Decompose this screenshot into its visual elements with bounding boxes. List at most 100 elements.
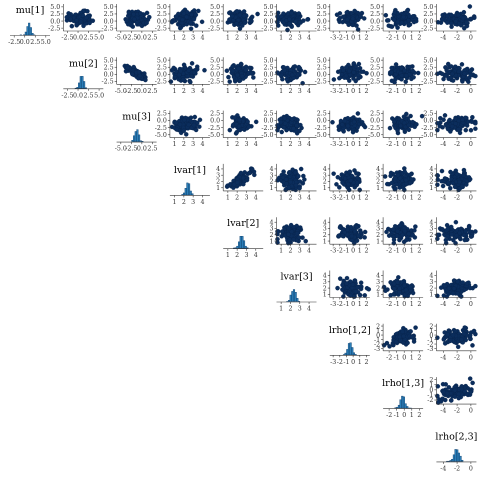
scatter-point <box>289 10 294 16</box>
scatter-point <box>337 276 343 281</box>
scatter-point <box>468 128 474 133</box>
scatter-point <box>468 72 473 78</box>
x-tick-label: -2 <box>386 194 392 201</box>
x-tick-label: -2 <box>386 248 392 255</box>
scatter-point <box>227 127 233 133</box>
y-tick-label: 2.5 <box>263 111 273 118</box>
diag-panel-mu3: mu[3] -5.0-2.5 0.0 2.5 <box>115 112 158 153</box>
scatter-point <box>178 68 183 74</box>
y-tick-label: 0.0 <box>317 118 327 125</box>
x-tick-label: 2 <box>288 306 292 313</box>
y-tick-label: 2.5 <box>423 64 433 71</box>
scatter-point <box>450 291 456 296</box>
scatter-point <box>459 386 464 392</box>
scatter-point <box>124 18 130 23</box>
scatter-point <box>448 338 453 343</box>
scatter-point <box>403 79 408 84</box>
scatter-point <box>388 173 393 179</box>
x-tick-label: 4 <box>200 88 204 95</box>
y-tick-label: 1 <box>376 185 380 192</box>
scatter-point <box>189 61 195 66</box>
hist-bar <box>349 342 352 355</box>
scatter-point <box>366 287 372 292</box>
scatter-point <box>296 64 302 70</box>
var-label-lrho1-2: lrho[1,2] <box>329 325 371 336</box>
scatter-point <box>287 16 292 22</box>
scatter-point <box>445 234 451 239</box>
y-tick-label: 5.0 <box>370 4 380 11</box>
scatter-point <box>334 182 339 187</box>
scatter-panel-mu1-vs-lrho2-3: -4 -2 0 -2.50.02.55.0 <box>421 4 477 42</box>
x-tick-label: -2.5 <box>125 88 137 95</box>
hist-bar <box>242 240 246 249</box>
scatter-point <box>348 279 353 284</box>
scatter-point <box>471 329 476 334</box>
x-tick-label: 2 <box>182 35 186 42</box>
y-tick-label: 0.0 <box>423 72 433 79</box>
hist-bar <box>449 460 452 462</box>
x-tick-label: 0.0 <box>137 88 147 95</box>
scatter-point <box>289 116 295 122</box>
scatter-point <box>435 20 441 25</box>
y-tick-label: 3 <box>216 172 220 179</box>
x-tick-label: -2 <box>386 412 392 419</box>
scatter-point <box>406 231 412 237</box>
x-tick-label: 4 <box>254 194 258 201</box>
scatter-point <box>401 120 407 126</box>
x-tick-label: 3 <box>191 199 195 206</box>
hist-bar <box>287 300 291 302</box>
y-tick-label: 5.0 <box>104 57 114 64</box>
scatter-point <box>387 344 392 349</box>
hist-bar <box>344 352 347 356</box>
scatter-point <box>391 17 397 23</box>
diag-panel-lvar1: lvar[1] 1 2 3 4 <box>169 165 210 206</box>
scatter-point <box>297 185 302 191</box>
scatter-point <box>336 124 341 129</box>
scatter-point <box>389 70 394 75</box>
x-tick-label: -4 <box>440 408 446 415</box>
x-tick-label: 4 <box>200 199 204 206</box>
x-tick-label: 5.0 <box>94 92 104 99</box>
scatter-point <box>294 231 300 236</box>
x-tick-label: 2 <box>417 194 421 201</box>
y-tick-label: 0.0 <box>263 18 273 25</box>
x-tick-label: -2 <box>454 465 460 472</box>
scatter-point <box>275 229 280 234</box>
y-tick-label: 2 <box>323 179 327 186</box>
x-tick-label: 1 <box>173 141 177 148</box>
x-tick-label: 0 <box>469 141 473 148</box>
x-tick-label: 5.0 <box>94 35 104 42</box>
y-tick-label: -1 <box>374 337 380 344</box>
scatter-point <box>473 229 478 234</box>
scatter-point <box>448 398 454 403</box>
scatter-point <box>335 175 341 180</box>
scatter-point <box>391 292 396 297</box>
scatter-point <box>452 394 458 399</box>
scatter-point <box>440 183 446 189</box>
x-tick-label: 3 <box>191 88 195 95</box>
x-tick-label: 0.0 <box>137 35 147 42</box>
y-tick-label: 3 <box>376 226 380 233</box>
scatter-point <box>282 121 288 126</box>
scatter-panel-mu3-vs-lvar3: 1 2 3 4 -5.0-2.50.02.5 <box>261 110 317 148</box>
var-label-mu1: mu[1] <box>16 5 45 16</box>
scatter-point <box>189 12 194 18</box>
x-tick-label: 1 <box>358 141 362 148</box>
x-tick-label: 0 <box>469 301 473 308</box>
x-tick-label: 1 <box>226 35 230 42</box>
hist-bar <box>237 241 241 249</box>
scatter-point <box>401 333 406 339</box>
y-tick-label: 3 <box>429 226 433 233</box>
scatter-point <box>448 169 453 175</box>
x-tick-label: -1 <box>394 35 400 42</box>
var-label-lvar3: lvar[3] <box>280 272 312 283</box>
scatter-point <box>345 116 351 121</box>
x-tick-label: 2 <box>417 354 421 361</box>
x-tick-label: 3 <box>244 35 248 42</box>
scatter-point <box>406 127 412 132</box>
y-tick-label: 0.0 <box>157 72 167 79</box>
hist-bar <box>451 458 454 462</box>
y-tick-label: 0.0 <box>423 118 433 125</box>
